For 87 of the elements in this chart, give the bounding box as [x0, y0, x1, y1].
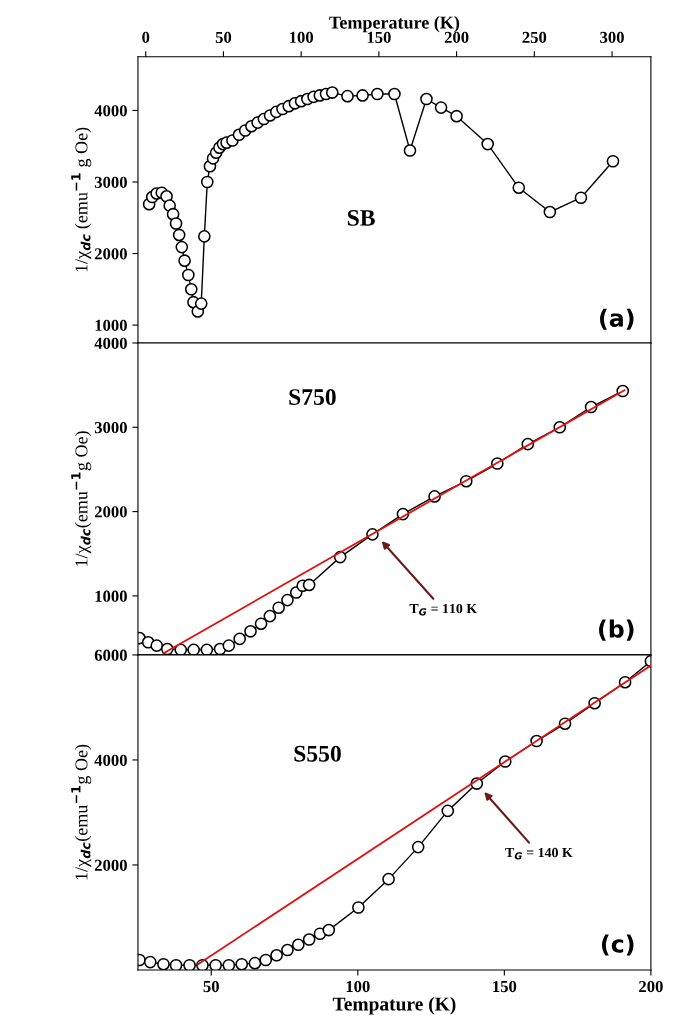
- point: [322, 923, 336, 937]
- annotation: (a): [600, 308, 634, 330]
- x-tick-label: 100: [290, 31, 314, 44]
- x-tick-label: 200: [444, 31, 469, 44]
- point: [198, 230, 211, 243]
- point: [169, 217, 183, 230]
- y-tick-label: 2000: [94, 506, 127, 518]
- point: [420, 92, 433, 106]
- point: [574, 191, 588, 205]
- point: [356, 89, 369, 102]
- point: [200, 175, 214, 189]
- y-axis-title: 1/χ$_{dc}$(emu$^{−1}$g Oe): [71, 744, 92, 880]
- point: [272, 601, 285, 615]
- point: [388, 87, 401, 101]
- point: [302, 578, 316, 592]
- point: [200, 643, 214, 655]
- point: [270, 948, 283, 962]
- x-tick-label: 50: [203, 980, 219, 993]
- point: [606, 154, 620, 168]
- x-tick-label: 300: [600, 31, 624, 44]
- point: [302, 933, 316, 946]
- point: [184, 282, 198, 296]
- point: [222, 958, 236, 970]
- annotation: S750: [289, 389, 336, 406]
- point: [352, 901, 365, 914]
- point: [248, 956, 262, 970]
- point: [209, 958, 222, 970]
- annotation: (c): [601, 934, 634, 956]
- y-tick-label: 1000: [95, 319, 127, 332]
- point: [371, 87, 384, 101]
- y-tick-label: 4000: [94, 754, 127, 766]
- point: [450, 109, 463, 123]
- y-axis-title: 1/χ$_{dc}$(emu$^{−1}$g Oe): [71, 431, 92, 566]
- y-tick-label: 1000: [95, 590, 127, 602]
- point: [194, 297, 208, 310]
- x-tick-label: 250: [522, 31, 547, 44]
- point: [172, 228, 186, 242]
- point: [325, 86, 339, 99]
- point: [441, 804, 455, 818]
- annotation: (b): [599, 619, 634, 641]
- point: [244, 624, 257, 638]
- annotation: T$_{G}$ = 140 K: [505, 847, 573, 860]
- y-tick-label: 2000: [94, 859, 127, 871]
- point: [175, 240, 189, 254]
- x-tick-label: 50: [215, 31, 232, 44]
- point: [434, 101, 448, 114]
- point: [169, 958, 183, 970]
- point: [263, 609, 277, 623]
- point: [178, 254, 191, 268]
- point: [382, 872, 395, 886]
- point: [259, 953, 273, 967]
- y-tick-label: 6000: [94, 649, 127, 661]
- point: [233, 632, 246, 646]
- point: [143, 955, 157, 969]
- y-tick-label: 3000: [94, 176, 127, 188]
- point: [512, 181, 526, 195]
- point: [403, 144, 417, 157]
- annotation: SB: [347, 209, 375, 226]
- point: [254, 617, 268, 631]
- point: [222, 639, 236, 652]
- point: [291, 938, 305, 952]
- point: [543, 205, 557, 219]
- point: [411, 840, 425, 854]
- point: [281, 593, 294, 607]
- point: [157, 957, 170, 970]
- annotation: S550: [294, 745, 341, 762]
- point: [187, 643, 200, 655]
- y-axis-title: 1/χ$_{dc}$ (emu$^{−1}$ g Oe): [71, 127, 92, 272]
- point: [183, 958, 196, 970]
- y-tick-label: 4000: [94, 337, 127, 349]
- point: [182, 268, 195, 282]
- x-axis-title: Temperature (K): [329, 15, 460, 33]
- point: [150, 639, 164, 652]
- x-axis-title: Tempature (K): [332, 996, 456, 1015]
- point: [341, 89, 354, 103]
- point: [281, 943, 294, 957]
- x-tick-label: 150: [493, 980, 517, 993]
- annotation: T$_{G}$ = 110 K: [409, 603, 477, 616]
- x-tick-label: 200: [639, 980, 663, 993]
- y-tick-label: 3000: [94, 421, 127, 434]
- x-tick-label: 150: [367, 31, 391, 44]
- y-tick-label: 2000: [94, 248, 127, 260]
- x-tick-label: 0: [142, 31, 150, 44]
- point: [481, 137, 495, 151]
- point: [235, 957, 249, 970]
- y-tick-label: 4000: [94, 105, 127, 117]
- x-tick-label: 100: [346, 980, 370, 993]
